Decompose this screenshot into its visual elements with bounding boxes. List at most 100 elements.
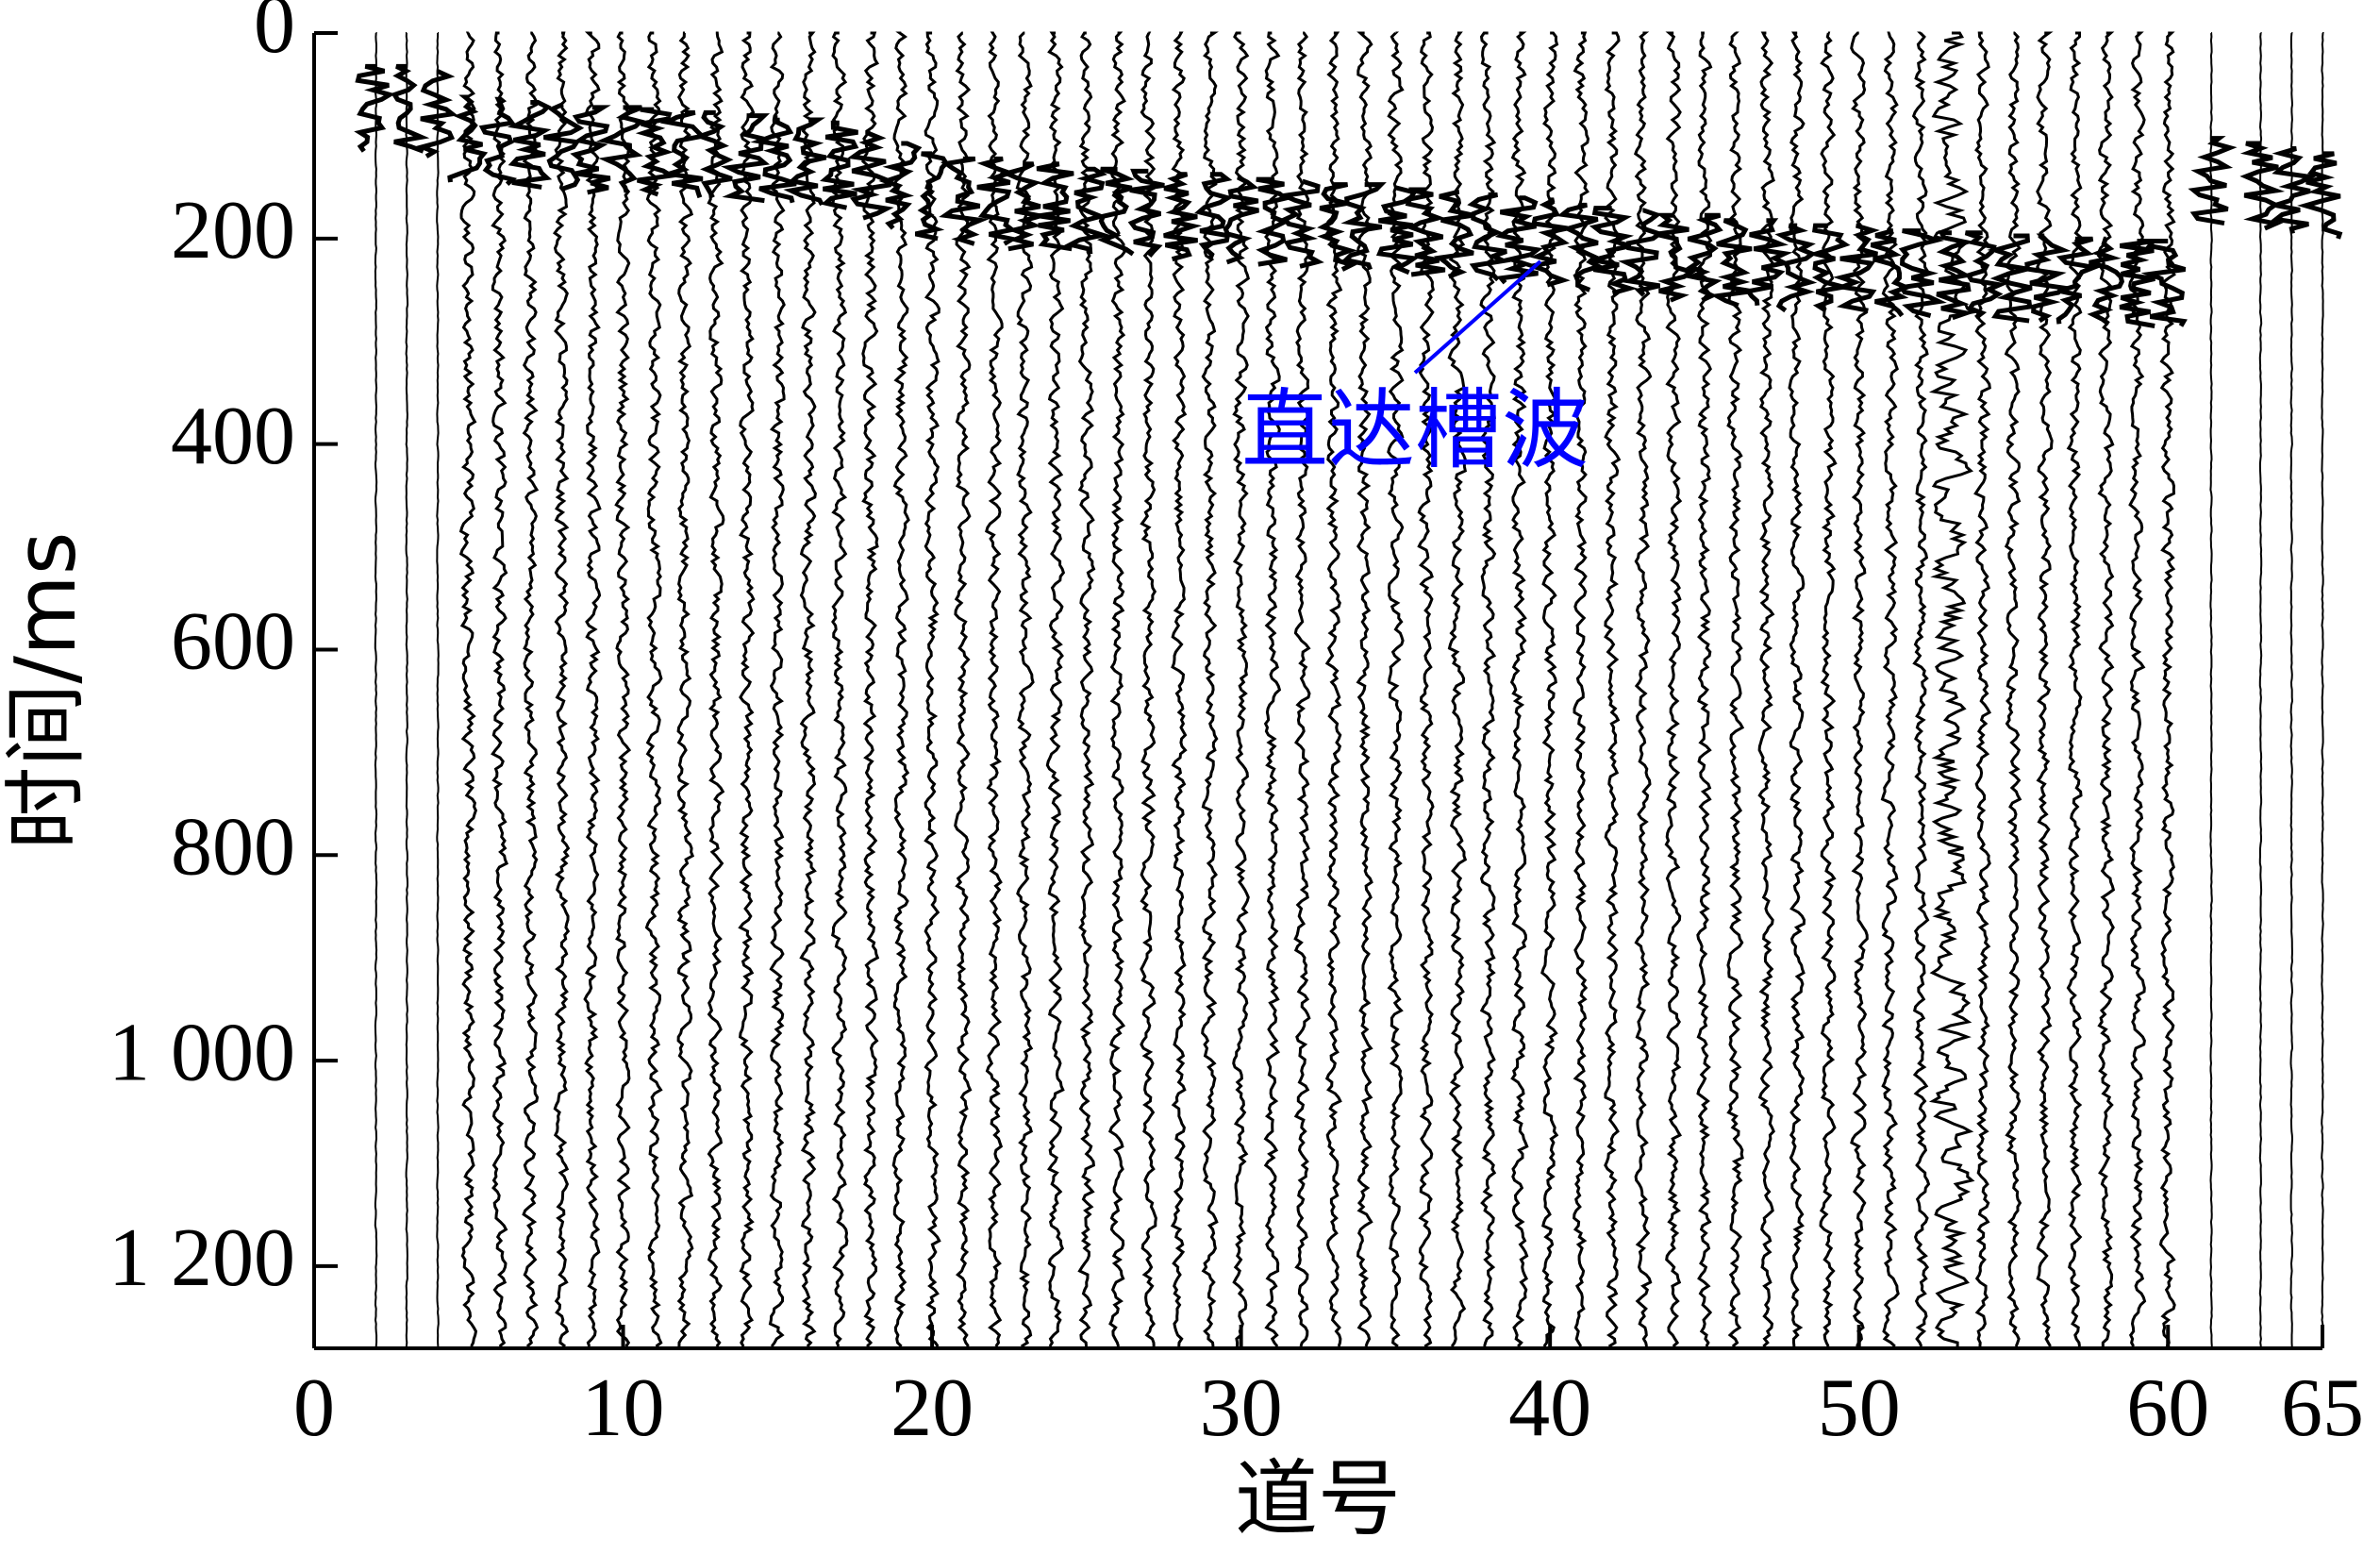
trace [1077,31,1096,1347]
x-tick-label: 20 [890,1362,974,1454]
arrival-event [478,96,518,187]
arrival-event [2024,233,2072,324]
trace [1757,31,1775,1348]
trace [1356,31,1373,1347]
x-tick-label: 50 [1818,1362,1901,1454]
trace [458,31,478,1347]
arrival-event [1656,212,1697,303]
trace [1447,31,1468,1347]
arrival-event [1987,233,2033,324]
trace [614,31,632,1347]
trace [768,31,786,1347]
x-tick-label: 10 [582,1362,665,1454]
arrival-event [1964,230,2008,320]
arrival-event [1096,166,1135,257]
trace [1015,31,1035,1348]
trace [2128,31,2147,1347]
trace [1911,31,1931,1347]
trace [1107,31,1126,1347]
arrival-event [354,63,396,153]
arrival-event [1744,218,1793,306]
arrival-event [1709,218,1753,309]
trace [830,31,849,1347]
trace [924,31,941,1347]
trace [707,31,725,1347]
arrival-event [1589,206,1639,296]
y-tick-label: 400 [171,391,295,482]
y-axis-label: 时间/ms [0,531,94,849]
y-tick-label: 1 200 [108,1212,295,1304]
trace [2004,31,2022,1347]
arrival-event [1433,189,1474,279]
arrival-event [783,117,827,207]
trace [1819,31,1838,1347]
trace [1973,31,1992,1347]
x-tick-label: 40 [1508,1362,1591,1454]
arrival-event [1806,223,1851,313]
arrival-event [1340,182,1387,271]
arrival-event [543,102,585,192]
arrival-event [878,141,923,230]
arrival-event [2270,145,2318,235]
trace [1928,31,1976,1346]
trace [1880,31,1900,1348]
arrival-event [1255,176,1290,267]
trace [861,31,880,1348]
arrival-event [1684,212,1723,303]
trace [583,31,602,1347]
trace [738,31,756,1347]
arrival-event [570,105,611,195]
trace [1788,31,1806,1347]
trace [676,31,695,1347]
trace [1263,31,1282,1347]
trace [1850,31,1869,1347]
trace [552,31,571,1348]
x-axis-label: 道号 [1235,1450,1401,1547]
arrival-event [1774,223,1818,313]
trace [405,32,409,1347]
trace [1509,31,1529,1347]
trace [2036,31,2054,1347]
y-tick-label: 1 000 [108,1007,295,1098]
trace [1045,31,1066,1347]
x-tick-label: 30 [1200,1362,1283,1454]
x-tick-label: 0 [293,1362,335,1454]
trace [1696,31,1713,1347]
x-tick-label: 65 [2281,1362,2364,1454]
trace [491,31,509,1348]
arrival-event [1127,168,1165,259]
trace [2289,32,2294,1347]
annotation-arrow [1413,259,1542,375]
trace [2209,32,2213,1347]
arrival-event [750,115,797,204]
arrival-event [2087,236,2125,326]
arrival-event [1275,178,1324,269]
trace [1232,31,1251,1347]
trace [1604,31,1622,1348]
arrival-event [1223,175,1259,265]
arrival-event [692,109,734,199]
arrival-event [635,107,678,197]
y-tick-label: 800 [171,801,295,893]
arrival-event [414,69,458,159]
trace [891,31,910,1348]
trace [1170,31,1188,1347]
trace [799,31,817,1347]
arrival-event [1375,185,1421,276]
y-tick-label: 200 [171,185,295,276]
trace [1417,31,1435,1348]
arrival-event [2119,238,2155,328]
trace [1293,31,1311,1347]
arrival-event [659,109,707,199]
y-tick-label: 600 [171,596,295,688]
arrival-event [2188,136,2238,226]
trace [1726,31,1745,1348]
y-tick-label: 0 [254,0,295,71]
trace [2066,31,2083,1347]
arrival-event [1467,192,1511,282]
trace [1201,31,1219,1347]
trace [2158,31,2176,1347]
trace [2258,32,2263,1347]
trace [1664,31,1683,1348]
